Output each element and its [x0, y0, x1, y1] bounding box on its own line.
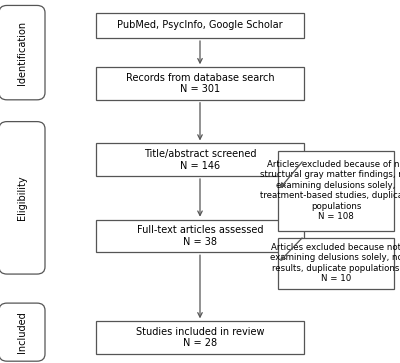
FancyBboxPatch shape	[96, 143, 304, 176]
Text: Records from database search
N = 301: Records from database search N = 301	[126, 73, 274, 94]
Text: Studies included in review
N = 28: Studies included in review N = 28	[136, 327, 264, 348]
Text: Identification: Identification	[17, 21, 27, 85]
Text: Full-text articles assessed
N = 38: Full-text articles assessed N = 38	[137, 225, 263, 247]
FancyBboxPatch shape	[278, 238, 394, 289]
FancyBboxPatch shape	[0, 5, 45, 100]
FancyBboxPatch shape	[96, 220, 304, 252]
FancyBboxPatch shape	[278, 151, 394, 231]
FancyBboxPatch shape	[96, 67, 304, 100]
Text: Title/abstract screened
N = 146: Title/abstract screened N = 146	[144, 149, 256, 171]
Text: PubMed, PsycInfo, Google Scholar: PubMed, PsycInfo, Google Scholar	[117, 20, 283, 30]
Text: Included: Included	[17, 311, 27, 353]
FancyBboxPatch shape	[0, 303, 45, 361]
FancyBboxPatch shape	[0, 122, 45, 274]
Text: Articles excluded because not
examining delusions solely, no
results, duplicate : Articles excluded because not examining …	[270, 243, 400, 283]
Text: Eligibility: Eligibility	[17, 176, 27, 220]
Text: Articles excluded because of no
structural gray matter findings, not
examining d: Articles excluded because of no structur…	[260, 160, 400, 221]
FancyBboxPatch shape	[96, 321, 304, 354]
FancyBboxPatch shape	[96, 13, 304, 38]
